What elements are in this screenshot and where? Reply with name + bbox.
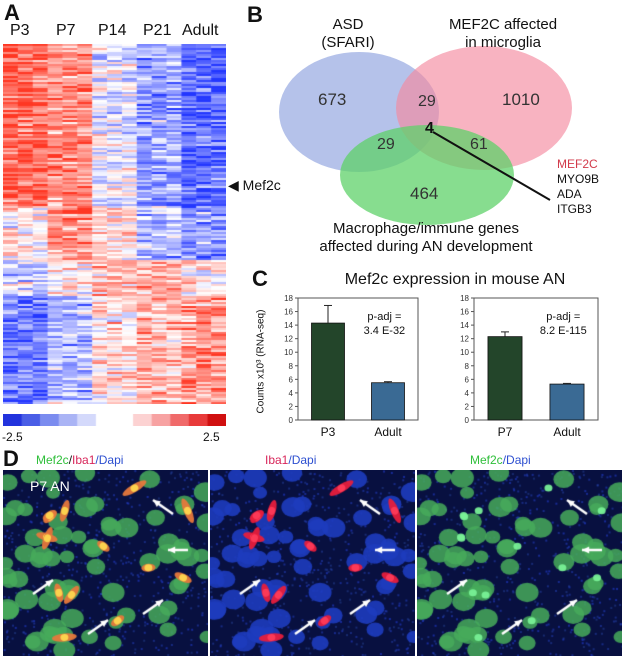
gene-list: MEF2C MYO9B ADA ITGB3: [557, 157, 599, 217]
micrograph-title-iba1: Iba1/Dapi: [265, 453, 316, 467]
micrograph-title-merge: Mef2c/Iba1/Dapi: [36, 453, 123, 467]
chart-0-category-0: P3: [321, 425, 336, 439]
chart-1-category-0: P7: [498, 425, 513, 439]
chart-0-ytick-18: 18: [284, 294, 293, 303]
micrograph-mef2c: [417, 470, 622, 656]
micrograph-title-mef2c: Mef2c/Dapi: [470, 453, 531, 467]
marker-arrow-icon: ◀: [228, 177, 239, 193]
heatmap-column-labels: P3 P7 P14 P21 Adult: [0, 22, 236, 44]
micrograph-title-part: Mef2c: [470, 453, 503, 467]
micrograph-inset-label: P7 AN: [30, 478, 70, 494]
gene-itgb3: ITGB3: [557, 202, 592, 216]
chart-0-annotation-line-1: 3.4 E-32: [364, 325, 406, 337]
mef2c-set-label: MEF2C affected in microglia: [448, 16, 558, 51]
count-asd-macro: 29: [377, 136, 395, 153]
chart-0-annotation-line-0: p-adj =: [367, 311, 401, 323]
chart-0-ytick-10: 10: [284, 348, 293, 357]
chart-1-ytick-18: 18: [460, 294, 469, 303]
venn-diagram: [279, 46, 572, 225]
column-label-adult: Adult: [182, 22, 219, 39]
count-macro-only: 464: [410, 184, 439, 203]
micrograph-title-part: /Dapi: [95, 453, 124, 467]
panel-a-label: A: [4, 0, 20, 25]
scale-max-label: 2.5: [203, 430, 220, 444]
gene-myo9b: MYO9B: [557, 172, 600, 186]
gene-mef2c: MEF2C: [557, 157, 598, 171]
count-asd-mef2c: 29: [418, 93, 436, 110]
panel-d-label: D: [3, 446, 19, 471]
chart-1-ytick-0: 0: [465, 416, 470, 425]
micrograph-title-part: /: [68, 453, 73, 467]
chart-1-bar-1: [549, 383, 585, 421]
macro-set-label: Macrophage/immune genes affected during …: [319, 220, 533, 255]
chart-1-ytick-2: 2: [465, 402, 470, 411]
panel-c-title: Mef2c expression in mouse AN: [344, 271, 566, 288]
micrograph-merge: [3, 470, 208, 656]
chart-0-ytick-12: 12: [284, 335, 293, 344]
chart-1-ytick-16: 16: [460, 308, 469, 317]
chart-0-category-1: Adult: [374, 425, 402, 439]
panel-b-label: B: [247, 2, 263, 27]
chart-1-ytick-8: 8: [465, 362, 470, 371]
chart-0-bar-1: [371, 382, 405, 421]
chart-1-annotation-line-0: p-adj =: [546, 311, 580, 323]
expression-heatmap: [3, 44, 226, 404]
micrograph-title-part: Iba1: [72, 453, 96, 467]
chart-1-ytick-14: 14: [460, 321, 469, 330]
column-label-p14: P14: [98, 22, 127, 39]
micrograph-title-part: Mef2c: [36, 453, 69, 467]
micrograph-title-part: /Dapi: [288, 453, 317, 467]
micrograph-title-part: /Dapi: [502, 453, 531, 467]
count-asd-only: 673: [318, 90, 347, 109]
mef2c-marker: ◀ Mef2c: [228, 177, 281, 194]
chart-1-ytick-10: 10: [460, 348, 469, 357]
column-label-p21: P21: [143, 22, 172, 39]
chart-1-ytick-12: 12: [460, 335, 469, 344]
chart-1-ytick-6: 6: [465, 375, 470, 384]
panel-c-label: C: [252, 266, 268, 291]
chart-1-category-1: Adult: [553, 425, 581, 439]
chart-0-ytick-14: 14: [284, 321, 293, 330]
column-label-p3: P3: [10, 22, 30, 39]
micrograph-iba1: [210, 470, 415, 656]
macro-set-circle: [340, 125, 514, 225]
count-center: 4: [425, 120, 434, 137]
chart-0-bar-0: [311, 322, 345, 421]
marker-label: Mef2c: [242, 177, 281, 193]
scale-min-label: -2.5: [2, 430, 23, 444]
heatmap-color-scale: [3, 414, 226, 426]
mef2c-bar-charts: 0 2 4 6 8 10 12 14 16 18 P3 Adult p-adj = 3.4 E-32 0 2 4…: [284, 294, 599, 439]
chart-1-bar-0: [487, 336, 523, 421]
gene-ada: ADA: [557, 187, 582, 201]
chart-0-ytick-8: 8: [289, 362, 294, 371]
chart-0-ytick-4: 4: [289, 389, 294, 398]
asd-set-label: ASD (SFARI): [321, 16, 375, 51]
micrograph-title-part: Iba1: [265, 453, 289, 467]
chart-1-ytick-4: 4: [465, 389, 470, 398]
count-mef2c-only: 1010: [502, 90, 540, 109]
chart-0-ytick-2: 2: [289, 402, 294, 411]
chart-0-ytick-0: 0: [289, 416, 294, 425]
count-mef2c-macro: 61: [470, 136, 488, 153]
column-label-p7: P7: [56, 22, 76, 39]
chart-1-annotation-line-1: 8.2 E-115: [540, 325, 587, 337]
venn-pointer-line: [432, 131, 551, 201]
chart-0-ytick-6: 6: [289, 375, 294, 384]
chart-0-ytick-16: 16: [284, 308, 293, 317]
